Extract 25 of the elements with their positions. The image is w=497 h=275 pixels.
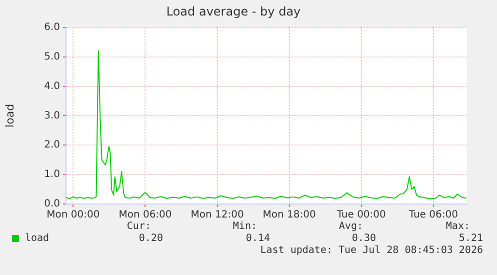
text: 0.30 (352, 233, 376, 244)
x-tick-label: Mon 18:00 (262, 210, 316, 221)
text: Last update: Tue Jul 28 08:45:03 2026 (260, 245, 483, 256)
text: Max: (446, 221, 470, 232)
y-tick-label: 2.0 (44, 140, 60, 151)
x-tick-label: Mon 06:00 (118, 210, 172, 221)
text: 0.20 (138, 233, 163, 244)
x-tick-label: Mon 00:00 (46, 210, 100, 221)
chart-title: Load average - by day (166, 4, 301, 18)
x-tick-label: Mon 12:00 (190, 210, 244, 221)
text: Min: (232, 221, 257, 232)
y-tick-label: 1.0 (44, 169, 60, 180)
y-tick-label: 4.0 (44, 80, 60, 92)
text: 5.21 (458, 233, 483, 244)
y-tick-label: 0.0 (44, 198, 60, 210)
y-tick-label: 3.0 (44, 110, 60, 122)
x-tick-label: Tue 06:00 (408, 210, 458, 221)
x-tick-label: Tue 00:00 (336, 210, 386, 221)
text: Cur: (126, 221, 151, 232)
legend-label: load (25, 233, 50, 244)
y-axis-title: load (3, 104, 16, 128)
text: 0.14 (246, 233, 270, 244)
y-tick-label: 6.0 (44, 22, 60, 33)
text: Avg: (338, 221, 363, 232)
y-tick-label: 5.0 (44, 51, 60, 62)
